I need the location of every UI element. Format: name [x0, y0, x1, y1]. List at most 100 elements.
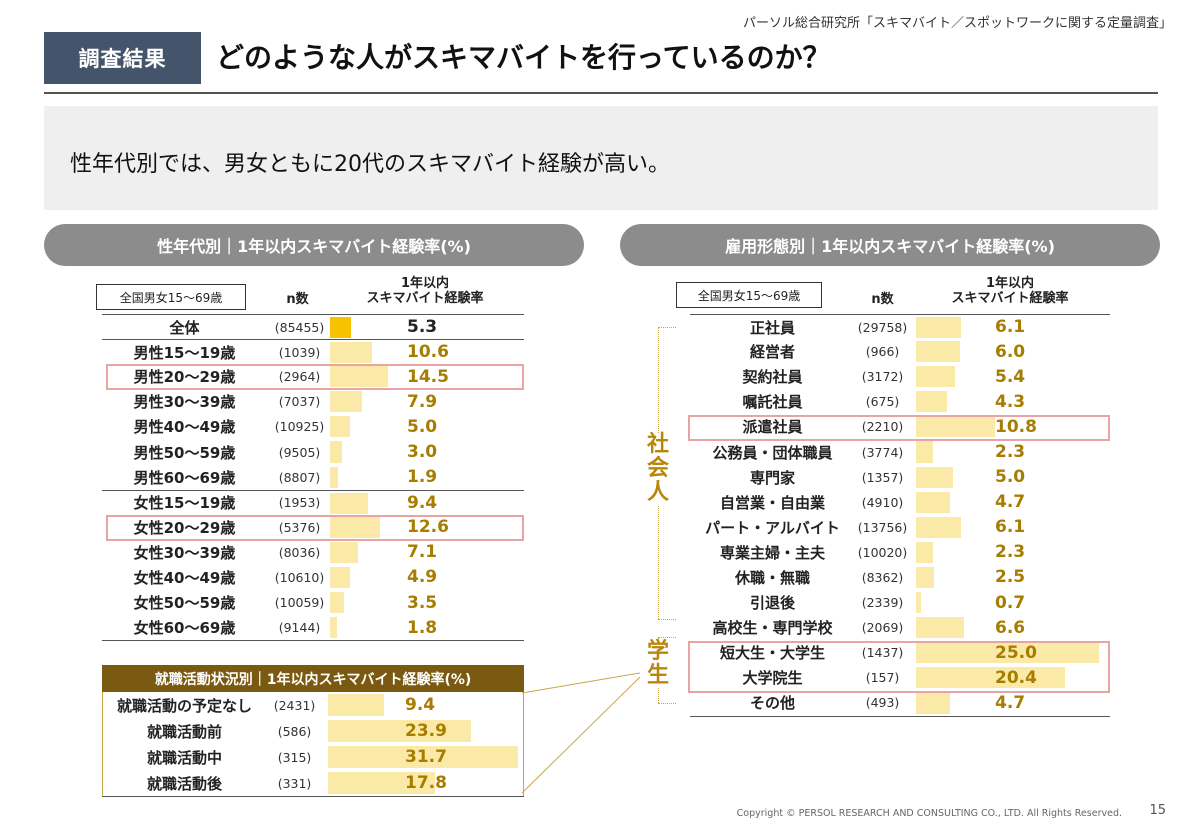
table-row: 女性50～59歳 (10059) 3.5	[102, 590, 524, 615]
rate-value: 2.5	[995, 567, 1026, 588]
table-row: 女性60～69歳 (9144) 1.8	[102, 615, 524, 640]
table-row: 女性30～39歳 (8036) 7.1	[102, 540, 524, 565]
row-n: (2339)	[861, 595, 904, 611]
rate-bar	[330, 466, 338, 488]
table-row: 嘱託社員 (675) 4.3	[690, 389, 1110, 414]
row-n: (29758)	[857, 319, 908, 335]
rate-bar	[330, 342, 373, 364]
rate-value: 6.6	[995, 617, 1026, 638]
row-label: 派遣社員	[742, 418, 803, 437]
rate-value: 5.0	[407, 416, 438, 437]
rate-bar	[330, 416, 350, 438]
table-row: 正社員 (29758) 6.1	[690, 314, 1110, 339]
rate-bar	[916, 317, 961, 339]
rate-value: 10.6	[407, 342, 449, 363]
rate-value: 5.0	[995, 467, 1026, 488]
summary-box: 性年代別では、男女ともに20代のスキマバイト経験が高い。	[44, 106, 1158, 210]
row-label: 就職活動後	[146, 774, 222, 793]
rate-value: 20.4	[995, 667, 1037, 688]
side-char: 人	[646, 480, 669, 505]
table-row: 短大生・大学生 (1437) 25.0	[690, 640, 1110, 665]
rate-bar	[916, 617, 965, 639]
connector-lines	[521, 672, 641, 794]
highlight-dispatch	[688, 415, 1110, 441]
rate-value: 17.8	[405, 773, 447, 793]
row-n: (315)	[277, 749, 312, 765]
highlight-male-20s	[106, 364, 524, 390]
row-label: 就職活動の予定なし	[116, 696, 252, 715]
worker-bracket-top	[658, 327, 676, 328]
rate-bar	[328, 746, 519, 768]
title-divider	[44, 92, 1158, 94]
rate-bar	[916, 416, 995, 438]
rate-bar	[330, 441, 342, 463]
rate-value: 7.9	[407, 391, 438, 412]
section-tag: 調査結果	[44, 32, 201, 84]
rate-bar	[328, 720, 472, 742]
page-number: 15	[1149, 803, 1166, 818]
row-n: (85455)	[274, 319, 325, 335]
row-n: (2964)	[278, 369, 321, 385]
rate-bar	[916, 667, 1065, 689]
rate-value: 25.0	[995, 642, 1037, 663]
table-bottom-rule	[690, 715, 1110, 717]
rate-bar	[916, 391, 948, 413]
row-n: (8807)	[278, 469, 321, 485]
row-label: 男性50～59歳	[133, 443, 236, 462]
rate-bar	[330, 317, 352, 339]
rate-value: 6.1	[995, 317, 1026, 338]
row-n: (1437)	[861, 645, 904, 661]
student-bracket-bottom	[658, 703, 676, 704]
row-label: 専門家	[749, 468, 795, 487]
rate-value: 4.3	[995, 391, 1026, 412]
row-label: 女性60～69歳	[133, 619, 236, 638]
row-label: 引退後	[749, 594, 795, 613]
rate-value: 7.1	[407, 542, 438, 563]
right-rate-header: 1年以内 スキマバイト経験率	[951, 276, 1069, 306]
rate-bar	[330, 541, 359, 563]
rate-bar	[916, 516, 961, 538]
left-region-label: 全国男女15～69歳	[96, 284, 246, 310]
table-row: 高校生・専門学校 (2069) 6.6	[690, 615, 1110, 640]
row-n: (9144)	[278, 620, 321, 636]
row-label: 男性30～39歳	[133, 393, 236, 412]
rate-bar	[328, 694, 385, 716]
table-row: 就職活動中 (315) 31.7	[102, 744, 524, 770]
rate-bar	[916, 592, 922, 614]
row-label: パート・アルバイト	[705, 518, 840, 537]
table-row: 男性40～49歳 (10925) 5.0	[102, 414, 524, 439]
rate-value: 5.4	[995, 366, 1026, 387]
row-label: 男性40～49歳	[133, 418, 236, 437]
table-row: 女性40～49歳 (10610) 4.9	[102, 565, 524, 590]
rate-value: 4.9	[407, 567, 438, 588]
side-char: 会	[646, 456, 669, 481]
row-n: (9505)	[278, 444, 321, 460]
row-n: (2069)	[861, 620, 904, 636]
row-n: (10610)	[274, 569, 325, 585]
table-row: 契約社員 (3172) 5.4	[690, 364, 1110, 389]
table-row: その他 (493) 4.7	[690, 690, 1110, 715]
table-row: 男性50～59歳 (9505) 3.0	[102, 439, 524, 464]
table-row: 自営業・自由業 (4910) 4.7	[690, 490, 1110, 515]
row-n: (10020)	[857, 544, 908, 560]
row-label: 公務員・団体職員	[712, 443, 833, 462]
rate-bar	[916, 491, 951, 513]
row-n: (10925)	[274, 419, 325, 435]
rate-value: 6.0	[995, 341, 1026, 362]
rate-bar	[330, 366, 388, 388]
row-label: 男性60～69歳	[133, 468, 236, 487]
row-label: 高校生・専門学校	[712, 619, 833, 638]
rate-bar	[330, 566, 350, 589]
rate-value: 6.1	[995, 517, 1026, 538]
row-label: 女性20～29歳	[133, 518, 236, 537]
row-label: 女性50～59歳	[133, 594, 236, 613]
rate-bar	[330, 617, 338, 639]
rate-value: 1.9	[407, 467, 438, 488]
age-gender-table: 全体 (85455) 5.3 男性15～19歳 (1039) 10.6 男性20～29歳 (2…	[102, 314, 524, 642]
row-label: 正社員	[749, 318, 795, 337]
right-panel-title: 雇用形態別｜1年以内スキマバイト経験率(%)	[620, 224, 1160, 266]
table-row: 公務員・団体職員 (3774) 2.3	[690, 439, 1110, 464]
rate-value: 12.6	[407, 517, 449, 538]
rate-value: 0.7	[995, 592, 1026, 613]
row-label: 就職活動中	[146, 748, 222, 767]
